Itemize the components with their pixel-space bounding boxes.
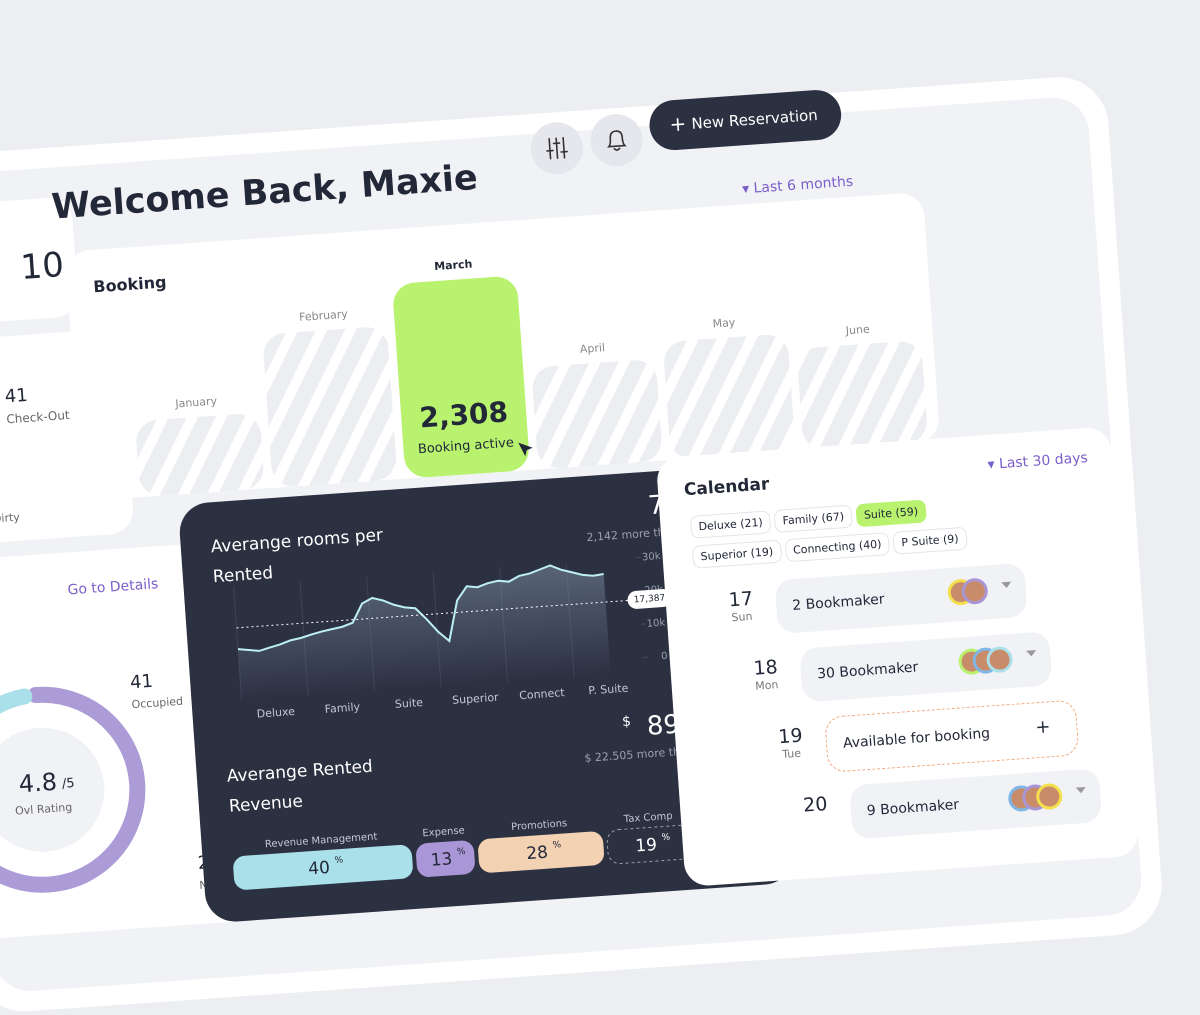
pill-text: 30 Bookmaker [817, 659, 919, 682]
day-value: 19 [778, 725, 804, 749]
month-label: May [712, 316, 736, 331]
filter-chip[interactable]: Connecting (40) [784, 532, 890, 562]
segment-unit: % [334, 855, 344, 866]
month-label: April [579, 341, 605, 356]
segment-label: Tax Comp [622, 811, 673, 825]
segment-label: Expense [422, 825, 465, 839]
filter-button[interactable] [529, 121, 585, 177]
title-line: Averange rooms per [210, 525, 383, 557]
title-line: Revenue [228, 792, 303, 817]
booking-pill[interactable]: 9 Bookmaker [849, 768, 1102, 839]
x-tick-label: P. Suite [588, 682, 629, 698]
bar [135, 413, 265, 498]
rating-score: 4.8 [18, 768, 58, 799]
caret [1001, 582, 1011, 589]
segment-unit: % [552, 840, 562, 851]
x-tick-label: Connect [519, 686, 566, 702]
segment-label: Revenue Management [265, 831, 378, 850]
calendar-filter[interactable]: ▾ Last 30 days [987, 450, 1088, 473]
segment-unit: % [661, 833, 671, 844]
title-line: Averange Rented [226, 757, 373, 787]
day-value: 18 [753, 656, 779, 680]
weekday: Sun [717, 609, 768, 625]
currency: $ [622, 714, 632, 731]
bell-button[interactable] [589, 112, 645, 168]
bar [663, 333, 796, 460]
bar [531, 359, 663, 470]
pill-text: Available for booking [843, 726, 991, 752]
booking-pill[interactable]: Available for booking + [824, 699, 1079, 772]
weekday: Mon [741, 677, 792, 693]
pill-text: 2 Bookmaker [792, 592, 885, 614]
donut-value: 41 [129, 671, 153, 694]
x-tick-label: Deluxe [256, 705, 295, 721]
bell-icon [589, 112, 645, 168]
segment-value: 19 [635, 835, 658, 856]
booking-title: Booking [93, 272, 167, 296]
calendar-panel: Calendar ▾ Last 30 days Deluxe (21)Famil… [656, 426, 1140, 887]
rooms-title: Averange rooms per Rented [210, 525, 386, 587]
filter-chip[interactable]: Suite (59) [855, 499, 927, 527]
title-line: Rented [212, 563, 273, 587]
pill-action: + [1035, 716, 1052, 738]
filter-icon [529, 121, 585, 177]
filter-chip[interactable]: Deluxe (21) [690, 510, 772, 539]
day-number: 20 [790, 792, 841, 817]
donut-name: Occupied [131, 695, 183, 712]
month-label: March [434, 257, 473, 273]
booking-pill[interactable]: 30 Bookmaker [799, 631, 1052, 702]
area [234, 562, 611, 701]
calendar-filter-label: Last 30 days [998, 450, 1088, 472]
segment-value: 28 [526, 843, 549, 864]
avatar [961, 577, 989, 605]
avatar [1035, 783, 1063, 811]
bar [262, 326, 397, 488]
weekday: Tue [766, 746, 817, 762]
bar [796, 340, 928, 451]
stat-value: 10 [19, 245, 65, 288]
rating-max: /5 [61, 776, 75, 792]
avatar [986, 646, 1014, 674]
y-tick-label: 10k [646, 618, 665, 630]
month-label: February [299, 307, 349, 323]
day-value: 20 [802, 793, 828, 817]
checkout-value: 41 [4, 385, 28, 408]
segment-value: 13 [430, 849, 453, 870]
revenue-title: Averange Rented Revenue [226, 757, 375, 817]
segment-value: 40 [308, 858, 331, 879]
value-label: 2,308 [418, 395, 509, 434]
vacant-label: cant & Dirty [0, 511, 20, 529]
month-label: January [174, 395, 218, 411]
stage: 10 41 Check-Out cant & Dirty Go to Detai… [0, 0, 1200, 941]
caret [1076, 787, 1086, 794]
plus-icon: + [669, 111, 687, 136]
filter-chip[interactable]: Family (67) [774, 505, 853, 533]
segment-label: Promotions [511, 818, 568, 833]
button-label: New Reservation [691, 106, 818, 133]
calendar-title: Calendar [683, 474, 770, 500]
booking-pill[interactable]: 2 Bookmaker [775, 563, 1028, 634]
day-row: 20 9 Bookmaker [789, 760, 1139, 845]
chip-list: Deluxe (21)Family (67)Suite (59) Superior… [690, 496, 974, 575]
month-label: June [844, 323, 870, 338]
x-tick-label: Superior [452, 691, 500, 707]
caret [1026, 650, 1036, 657]
y-tick-label: 30k [642, 551, 661, 563]
filter-chip[interactable]: Superior (19) [692, 540, 782, 569]
x-tick-label: Suite [394, 696, 423, 711]
filter-chip[interactable]: P Suite (9) [893, 527, 968, 555]
x-tick-label: Family [324, 700, 361, 715]
checkout-label: Check-Out [6, 408, 70, 426]
segment-unit: % [457, 847, 467, 858]
page: 10 41 Check-Out cant & Dirty Go to Detai… [0, 0, 1200, 900]
pill-text: 9 Bookmaker [866, 797, 959, 819]
y-tick-label: 0 [661, 651, 668, 662]
day-value: 17 [728, 588, 754, 612]
